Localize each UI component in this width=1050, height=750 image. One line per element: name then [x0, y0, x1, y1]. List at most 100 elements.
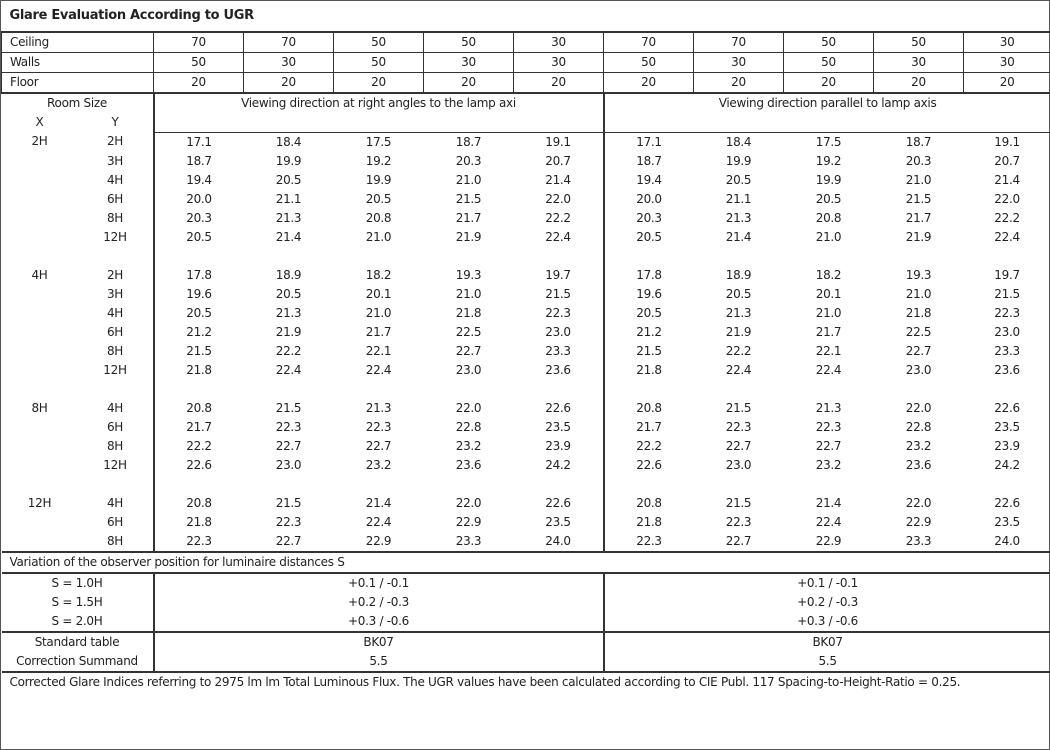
ugr-value-parallel: 17.8 [602, 265, 694, 285]
room-x-cell [2, 437, 78, 456]
ugr-value-parallel: 21.8 [905, 305, 932, 320]
ceiling-reflectance-cell: 30 [513, 32, 604, 53]
ugr-table: Glare Evaluation According to UGR Ceilin… [1, 1, 1050, 733]
variation-right: +0.3 / -0.6 [152, 611, 604, 633]
room-size-header: Room Size [47, 96, 107, 110]
dir-right-angles-header: Viewing direction at right angles to the… [152, 93, 604, 133]
room-y-cell: 8H [106, 438, 124, 453]
walls-label: Walls [1, 52, 154, 73]
room-y-cell: 3H [106, 286, 124, 301]
room-x-cell [2, 342, 78, 361]
variation-parallel: +0.1 / -0.1 [602, 572, 1050, 593]
ugr-value-parallel: 21.5 [905, 191, 932, 206]
walls-reflectance-cell: 50 [603, 52, 694, 73]
ugr-value-parallel: 22.9 [783, 531, 874, 553]
table-row: 12H 22.6 23.0 23.2 23.6 24.2 22.6 23.0 23.2 23.6 2… [2, 455, 1050, 475]
ugr-value-parallel: 21.3 [725, 210, 752, 225]
dir-parallel-header: Viewing direction parallel to lamp axis [602, 93, 1050, 133]
ugr-value-right: 18.4 [275, 134, 302, 149]
room-y-cell: 2H [106, 267, 124, 282]
walls-reflectance-cell: 30 [423, 52, 514, 73]
ugr-value-right: 21.5 [455, 191, 482, 206]
ugr-value-right: 22.8 [455, 419, 482, 434]
room-x-cell: 8H [31, 400, 48, 415]
ugr-value-parallel: 22.0 [905, 400, 932, 415]
ugr-value-parallel: 22.3 [994, 305, 1020, 320]
room-y-cell: 4H [106, 495, 124, 510]
ugr-value-right: 21.8 [455, 305, 482, 320]
ugr-value-parallel: 18.9 [725, 267, 752, 282]
table-row: 4H 19.4 20.5 19.9 21.0 21.4 19.4 20.5 19.9 21.0 21… [2, 170, 1050, 190]
table-row: 6H 20.0 21.1 20.5 21.5 22.0 20.0 21.1 20.5 21.5 22… [2, 189, 1050, 209]
x-header: X [35, 115, 44, 129]
room-x-cell [2, 304, 78, 323]
ugr-value-parallel: 18.7 [905, 134, 932, 149]
variation-label: S = 1.0H [51, 575, 103, 590]
ugr-value-right: 20.3 [152, 208, 244, 228]
room-x-cell [2, 323, 78, 342]
variation-right: +0.1 / -0.1 [152, 572, 604, 593]
ugr-value-parallel: 21.4 [994, 172, 1020, 187]
floor-reflectance-cell: 20 [873, 72, 964, 94]
ugr-value-parallel: 18.2 [815, 267, 842, 282]
ugr-value-parallel: 18.4 [725, 134, 752, 149]
ugr-value-right: 19.9 [275, 153, 302, 168]
ugr-value-right: 21.0 [455, 172, 482, 187]
ugr-value-parallel: 19.9 [815, 172, 842, 187]
ugr-value-parallel: 21.9 [905, 229, 932, 244]
room-x-cell [2, 418, 78, 437]
ugr-value-right: 19.3 [455, 267, 482, 282]
room-y-cell: 8H [106, 210, 124, 225]
ugr-value-right: 23.3 [423, 531, 514, 553]
ugr-value-parallel: 23.6 [905, 457, 932, 472]
ugr-value-right: 22.4 [275, 362, 302, 377]
floor-reflectance-cell: 20 [423, 72, 514, 94]
ugr-value-right: 20.0 [152, 189, 244, 209]
walls-reflectance-cell: 30 [513, 52, 604, 73]
walls-reflectance-cell: 50 [153, 52, 244, 73]
room-x-cell: 2H [31, 134, 48, 149]
room-x-cell: 12H [27, 495, 52, 510]
ugr-value-right: 20.5 [275, 286, 302, 301]
ceiling-reflectance-cell: 70 [693, 32, 784, 53]
ugr-value-right: 21.7 [152, 417, 244, 437]
walls-reflectance-cell: 30 [873, 52, 964, 73]
ugr-value-parallel: 23.0 [725, 457, 752, 472]
room-y-cell: 3H [106, 153, 124, 168]
ugr-value-right: 21.7 [455, 210, 482, 225]
ugr-value-right: 23.6 [545, 362, 571, 377]
room-x-cell [2, 361, 78, 380]
floor-label: Floor [1, 72, 154, 94]
room-y-cell: 12H [103, 229, 127, 244]
ugr-value-right: 23.2 [455, 438, 482, 453]
ugr-value-right: 22.9 [455, 514, 482, 529]
ugr-value-right: 21.0 [455, 286, 482, 301]
ugr-value-right: 22.7 [243, 531, 334, 553]
walls-reflectance-cell: 30 [693, 52, 784, 73]
walls-reflectance-cell: 30 [962, 52, 1050, 73]
ugr-value-parallel: 20.5 [725, 286, 752, 301]
variation-label: S = 1.5H [51, 594, 103, 609]
ugr-value-right: 18.7 [152, 151, 244, 171]
ugr-value-parallel: 19.6 [602, 284, 694, 304]
room-y-cell: 4H [106, 400, 124, 415]
ugr-value-parallel: 18.7 [602, 151, 694, 171]
ugr-value-right: 23.0 [545, 324, 571, 339]
variation-parallel: +0.2 / -0.3 [602, 592, 1050, 612]
correction-label: Correction Summand [16, 653, 138, 668]
walls-reflectance-cell: 50 [333, 52, 424, 73]
room-y-cell: 6H [106, 419, 124, 434]
ugr-value-right: 22.5 [455, 324, 482, 339]
ugr-value-right: 21.0 [365, 229, 392, 244]
ugr-value-parallel: 23.0 [905, 362, 932, 377]
ugr-value-parallel: 23.3 [994, 343, 1020, 358]
ugr-value-right: 21.8 [152, 360, 244, 380]
ugr-value-right: 20.8 [365, 210, 392, 225]
table-title: Glare Evaluation According to UGR [1, 1, 1050, 33]
ugr-value-parallel: 21.5 [725, 400, 752, 415]
table-row: 3H 19.6 20.5 20.1 21.0 21.5 19.6 20.5 20.1 21.0 21… [2, 284, 1050, 304]
ugr-value-right: 20.5 [275, 172, 302, 187]
room-x-cell [2, 228, 78, 247]
ugr-value-parallel: 20.8 [815, 210, 842, 225]
floor-reflectance-cell: 20 [333, 72, 424, 94]
